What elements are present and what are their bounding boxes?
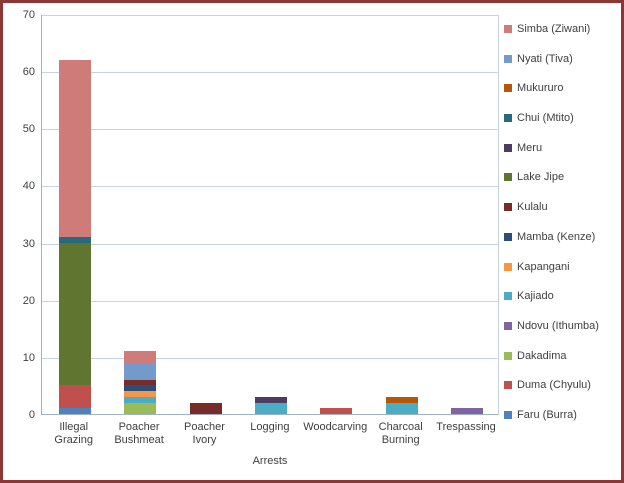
legend-label: Faru (Burra) xyxy=(517,408,577,421)
x-axis-category-label-trespassing: Trespassing xyxy=(436,421,496,433)
legend-item-ndovu-ithumba: Ndovu (Ithumba) xyxy=(504,320,599,332)
y-axis-tick-label: 70 xyxy=(22,9,35,21)
gridline-60 xyxy=(42,72,498,74)
bar-trespassing xyxy=(451,15,484,414)
gridline-70 xyxy=(42,15,498,16)
bar-segment-mukururo xyxy=(385,396,418,403)
legend-label: Mukururo xyxy=(517,82,564,95)
bar-segment-chui-mtito xyxy=(58,236,91,243)
bar-segment-dakadima xyxy=(124,402,157,414)
bar-segment-simba-ziwani xyxy=(58,59,91,237)
legend-item-kulalu: Kulalu xyxy=(504,201,599,213)
y-axis-tick-label: 50 xyxy=(22,123,35,136)
legend-item-faru-burra: Faru (Burra) xyxy=(504,409,599,421)
bar-segment-duma-chyulu xyxy=(320,408,353,414)
x-axis-category-label-charcoal-burning: Charcoal Burning xyxy=(378,421,423,446)
legend-item-mukururo: Mukururo xyxy=(504,82,599,94)
legend-item-duma-chyulu: Duma (Chyulu) xyxy=(504,379,599,391)
x-axis-labels: Illegal Grazing Poacher Bushmeat Poacher I… xyxy=(41,421,499,447)
bar-segment-mamba-kenze xyxy=(124,385,157,392)
legend-swatch-kulalu xyxy=(504,203,512,212)
legend-item-kapangani: Kapangani xyxy=(504,261,599,273)
x-axis-category-label-poacher-ivory: Poacher Ivory xyxy=(183,421,225,446)
legend-label: Kajiado xyxy=(517,290,554,303)
legend-swatch-ndovu-ithumba xyxy=(504,321,512,330)
legend-label: Chui (Mtito) xyxy=(517,112,574,125)
legend-item-dakadima: Dakadima xyxy=(504,350,599,362)
legend-label: Nyati (Tiva) xyxy=(517,52,573,65)
x-axis-title: Arrests xyxy=(252,455,288,467)
bar-segment-lake-jipe xyxy=(58,242,91,386)
gridline-10 xyxy=(42,357,498,359)
gridline-20 xyxy=(42,300,498,302)
gridline-30 xyxy=(42,243,498,245)
legend-swatch-chui-mtito xyxy=(504,114,512,123)
legend-swatch-simba-ziwani xyxy=(504,25,512,33)
legend-swatch-dakadima xyxy=(504,351,512,360)
legend-item-kajiado: Kajiado xyxy=(504,290,599,302)
bar-charcoal-burning xyxy=(385,15,418,414)
bar-logging xyxy=(255,15,287,414)
legend-label: Kulalu xyxy=(517,201,548,214)
legend-swatch-meru xyxy=(504,143,512,152)
legend-label: Ndovu (Ithumba) xyxy=(517,319,599,332)
y-axis-tick-label: 40 xyxy=(22,180,35,193)
bar-segment-ndovu-ithumba xyxy=(451,408,484,414)
gridline-40 xyxy=(42,186,498,188)
legend-item-chui-mtito: Chui (Mtito) xyxy=(504,112,599,124)
legend-item-meru: Meru xyxy=(504,142,599,154)
bar-illegal-grazing xyxy=(58,15,91,414)
bar-segment-faru-burra xyxy=(58,408,91,414)
bar-segment-kajiado xyxy=(255,402,287,414)
bar-segment-simba-ziwani xyxy=(124,351,157,363)
legend: Simba (Ziwani) Nyati (Tiva) Mukururo Chui (… xyxy=(504,23,599,421)
bar-segment-kulalu xyxy=(124,379,157,386)
bar-poacher-ivory xyxy=(189,15,222,414)
legend-label: Dakadima xyxy=(517,349,567,362)
bar-segment-kapangani xyxy=(124,391,157,397)
bar-segment-kulalu xyxy=(189,402,222,414)
legend-label: Simba (Ziwani) xyxy=(517,23,591,35)
legend-label: Duma (Chyulu) xyxy=(517,379,591,392)
legend-swatch-nyati-tiva xyxy=(504,54,512,63)
legend-swatch-faru-burra xyxy=(504,410,512,419)
bar-woodcarving xyxy=(320,15,353,414)
y-axis-tick-label: 30 xyxy=(22,237,35,250)
bar-poacher-bushmeat xyxy=(124,15,157,414)
x-axis-category-label-logging: Logging xyxy=(250,421,290,433)
legend-swatch-kajiado xyxy=(504,292,512,301)
legend-item-simba-ziwani: Simba (Ziwani) xyxy=(504,23,599,35)
legend-label: Mamba (Kenze) xyxy=(517,230,596,243)
legend-item-lake-jipe: Lake Jipe xyxy=(504,171,599,183)
legend-swatch-lake-jipe xyxy=(504,173,512,182)
legend-label: Kapangani xyxy=(517,260,570,273)
y-axis-tick-label: 60 xyxy=(22,66,35,79)
legend-swatch-kapangani xyxy=(504,262,512,271)
legend-item-nyati-tiva: Nyati (Tiva) xyxy=(504,53,599,65)
y-axis-tick-label: 10 xyxy=(22,351,35,364)
bar-segment-nyati-tiva xyxy=(124,362,157,380)
x-axis-category-label-illegal-grazing: Illegal Grazing xyxy=(54,421,93,446)
bar-segment-meru xyxy=(255,396,287,403)
x-axis-category-label-poacher-bushmeat: Poacher Bushmeat xyxy=(114,421,164,446)
legend-swatch-mukururo xyxy=(504,84,512,93)
x-axis-category-label-woodcarving: Woodcarving xyxy=(303,421,368,433)
legend-swatch-duma-chyulu xyxy=(504,381,512,390)
legend-item-mamba-kenze: Mamba (Kenze) xyxy=(504,231,599,243)
gridline-50 xyxy=(42,129,498,131)
legend-swatch-mamba-kenze xyxy=(504,232,512,241)
y-axis-tick-label: 20 xyxy=(22,294,35,307)
bar-segment-duma-chyulu xyxy=(58,385,91,409)
bar-segment-kajiado xyxy=(385,402,418,414)
y-axis-tick-label: 0 xyxy=(28,409,35,421)
bar-segment-kajiado xyxy=(124,396,157,403)
legend-label: Meru xyxy=(517,141,543,154)
plot-area xyxy=(41,15,499,415)
legend-label: Lake Jipe xyxy=(517,171,565,184)
